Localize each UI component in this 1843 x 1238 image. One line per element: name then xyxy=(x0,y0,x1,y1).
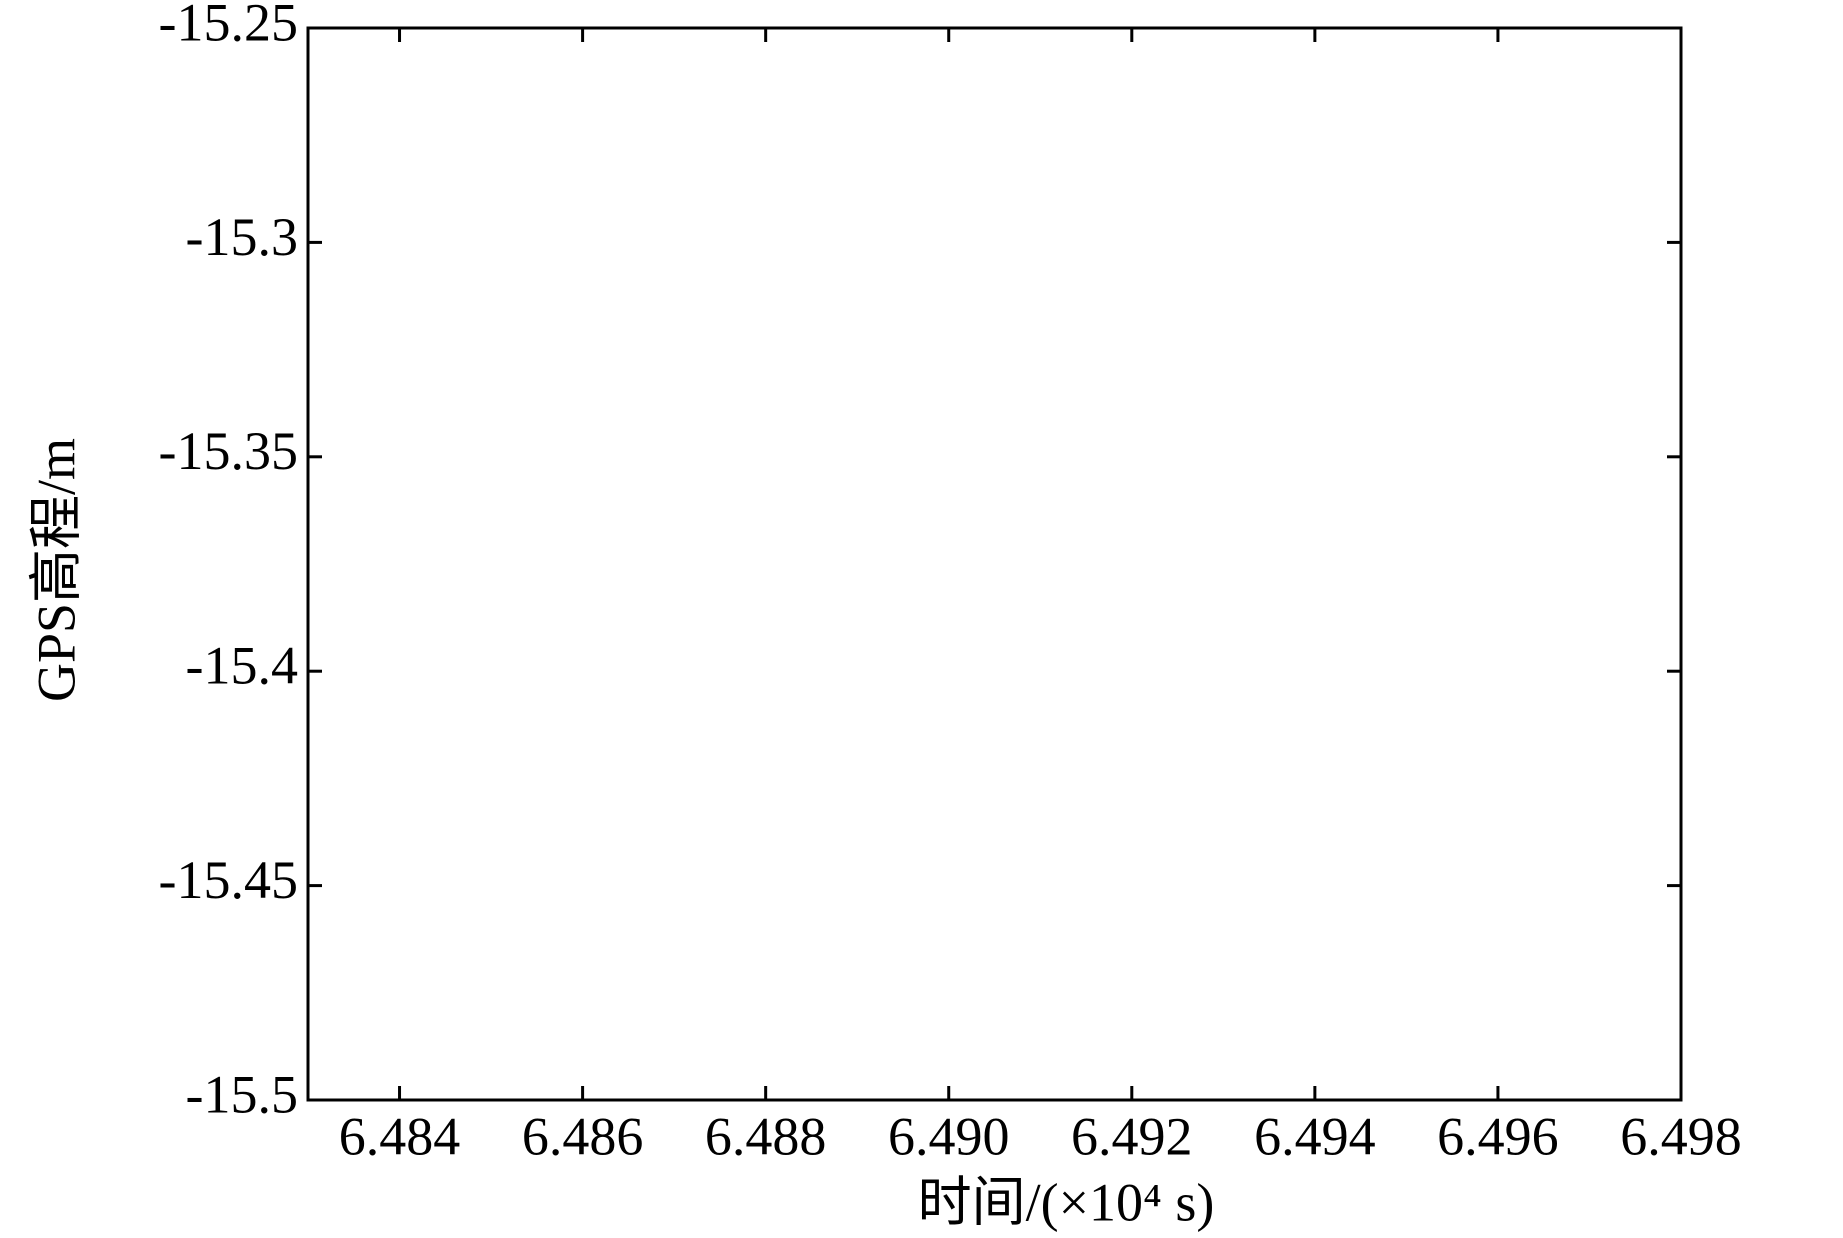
y-tick-label: -15.45 xyxy=(159,850,298,910)
x-tick-label: 6.486 xyxy=(522,1106,644,1166)
y-tick-label: -15.3 xyxy=(186,207,298,267)
y-tick-label: -15.4 xyxy=(186,636,298,696)
x-tick-label: 6.488 xyxy=(705,1106,827,1166)
y-tick-label: -15.5 xyxy=(186,1064,298,1124)
x-tick-label: 6.492 xyxy=(1071,1106,1193,1166)
x-tick-label: 6.490 xyxy=(888,1106,1010,1166)
y-axis-label: GPS高程/m xyxy=(26,438,86,702)
plot-frame xyxy=(306,26,1683,1102)
y-tick-label: -15.35 xyxy=(159,421,298,481)
x-axis-label: 时间/(×10⁴ s) xyxy=(918,1172,1215,1232)
x-tick-label: 6.496 xyxy=(1437,1106,1559,1166)
x-tick-label: 6.498 xyxy=(1620,1106,1742,1166)
x-tick-label: 6.494 xyxy=(1254,1106,1376,1166)
x-tick-label: 6.484 xyxy=(339,1106,461,1166)
y-tick-label: -15.25 xyxy=(159,0,298,52)
